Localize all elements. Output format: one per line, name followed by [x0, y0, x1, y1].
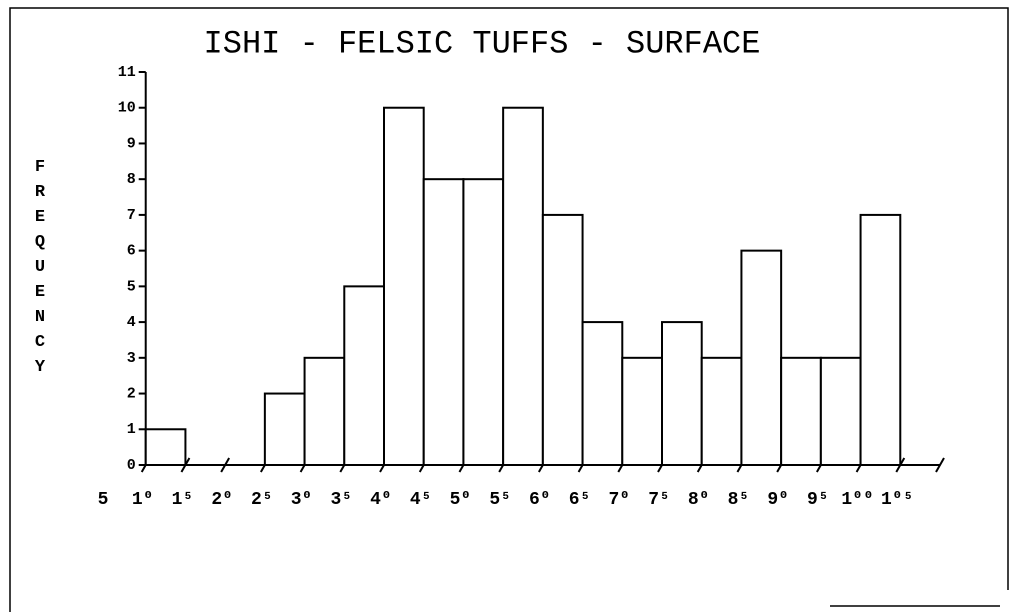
y-tick-label: 8 [127, 171, 136, 188]
x-tick-label: 1⁰⁰ [841, 490, 873, 510]
bar [740, 249, 783, 466]
x-tick-label: 6⁰ [529, 490, 551, 510]
frame [9, 7, 1009, 612]
bar [780, 356, 822, 466]
x-tick-label: 2⁰ [211, 490, 233, 510]
bar [700, 356, 743, 466]
x-tick-label: 6⁵ [569, 490, 591, 510]
x-tick-label: 7⁵ [648, 490, 670, 510]
bar [819, 356, 862, 466]
y-tick-label: 1 [127, 421, 136, 438]
x-tick-label: 4⁵ [410, 490, 432, 510]
y-tick-label: 2 [127, 386, 136, 403]
x-tick-label: 1⁰ [132, 490, 154, 510]
x-tick-label: 8⁵ [728, 490, 750, 510]
x-tick-label: 4⁰ [370, 490, 392, 510]
x-tick-label: 8⁰ [688, 490, 710, 510]
bar [383, 106, 425, 467]
bar [541, 213, 584, 466]
x-tick-label: 5⁰ [450, 490, 472, 510]
x-tick-label: 5⁵ [489, 490, 511, 510]
bar [581, 321, 624, 466]
y-tick-label: 3 [127, 350, 136, 367]
bar [661, 321, 703, 466]
y-axis-label: FREQUENCY [31, 158, 50, 383]
bar [144, 428, 187, 467]
bar [859, 213, 902, 466]
x-tick [220, 457, 231, 473]
x-tick-label: 2⁵ [251, 490, 273, 510]
x-tick-label: 7⁰ [608, 490, 630, 510]
bar [621, 356, 663, 466]
x-tick-label: 3⁰ [291, 490, 313, 510]
y-tick-label: 7 [127, 207, 136, 224]
y-tick-label: 11 [118, 64, 136, 81]
y-tick-label: 10 [118, 100, 136, 117]
y-tick-label: 6 [127, 243, 136, 260]
bar [502, 106, 544, 467]
y-tick-label: 4 [127, 314, 136, 331]
y-tick-label: 0 [127, 457, 136, 474]
bar [422, 178, 465, 466]
bar [343, 285, 385, 467]
x-tick-label: 1⁵ [172, 490, 194, 510]
bar [303, 356, 346, 466]
x-tick-label: 9⁰ [767, 490, 789, 510]
x-tick-label: 5 [98, 490, 109, 510]
bar [462, 178, 505, 466]
x-tick-label: 9⁵ [807, 490, 829, 510]
bar [263, 392, 306, 466]
y-tick-label: 5 [127, 278, 136, 295]
chart-title: ISHI - FELSIC TUFFS - SURFACE [204, 25, 761, 62]
x-tick-label: 3⁵ [330, 490, 352, 510]
x-tick-label: 1⁰⁵ [881, 490, 913, 510]
y-tick-label: 9 [127, 135, 136, 152]
x-tick [935, 457, 945, 473]
